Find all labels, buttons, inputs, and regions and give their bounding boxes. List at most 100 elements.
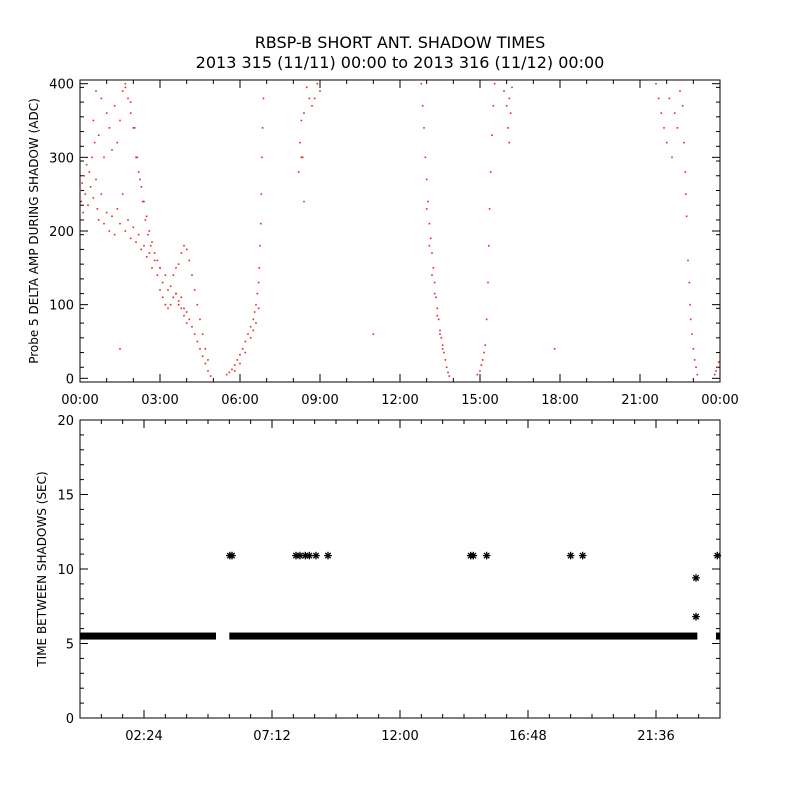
amplitude-point [92,197,95,199]
amplitude-point [191,274,193,276]
amplitude-point [681,104,684,107]
amplitude-point [433,281,436,284]
amplitude-point [507,127,509,129]
amplitude-point [485,318,488,321]
amplitude-point [185,311,188,313]
amplitude-point [505,104,508,107]
amplitude-point [480,364,483,366]
amplitude-point [719,355,721,358]
amplitude-point [145,215,148,218]
amplitude-point [204,362,207,365]
amplitude-point [257,307,260,310]
amplitude-point [167,289,169,291]
amplitude-point [297,171,300,173]
amplitude-point [175,292,177,295]
amplitude-point [489,171,492,173]
amplitude-point [151,241,153,243]
amplitude-point [129,101,132,103]
amplitude-point [424,156,427,159]
amplitude-point [665,141,668,144]
amplitude-point [431,252,433,254]
amplitude-point [180,252,183,254]
amplitude-point [487,281,489,284]
top-y-tick-label: 200 [49,225,74,240]
amplitude-point [372,333,375,335]
amplitude-point [300,119,303,122]
amplitude-point [657,97,660,100]
amplitude-point [717,361,720,363]
amplitude-point [167,307,169,310]
asterisk-stroke [312,552,320,559]
amplitude-point [108,127,111,129]
amplitude-point [244,351,247,354]
shadow-interval-point [324,551,332,560]
amplitude-point [137,233,140,236]
amplitude-point [143,200,145,203]
amplitude-point [488,208,491,210]
amplitude-point [300,156,303,159]
shadow-interval-point [566,551,575,560]
amplitude-point [153,252,156,254]
amplitude-point [143,244,145,247]
amplitude-point [88,171,91,173]
amplitude-point [249,337,252,339]
amplitude-point [228,371,231,374]
amplitude-point [673,112,676,114]
amplitude-point [663,127,665,129]
amplitude-point [209,375,212,377]
amplitude-point [241,348,244,350]
amplitude-point [159,267,161,269]
amplitude-point [244,340,247,343]
top-x-tick-label: 18:00 [541,393,578,408]
amplitude-point [97,219,100,221]
amplitude-point [476,373,479,376]
top-x-tick-label: 21:00 [621,393,658,408]
amplitude-point [428,222,431,225]
amplitude-point [139,178,141,181]
chart-title-line1: RBSP-B SHORT ANT. SHADOW TIMES [255,33,546,52]
amplitude-point [236,359,239,361]
amplitude-point [247,333,249,335]
amplitude-point [508,141,511,144]
amplitude-point [172,274,175,276]
bottom-y-tick-label: 5 [66,638,74,653]
amplitude-point [445,366,448,369]
top-x-tick-label: 15:00 [461,393,498,408]
amplitude-point [81,182,83,184]
amplitude-point [119,222,121,225]
top-y-tick-label: 100 [49,299,74,314]
shadow-interval-point [312,551,320,560]
amplitude-point [119,119,121,122]
amplitude-point [492,104,495,107]
asterisk-stroke [228,552,236,559]
amplitude-point [695,366,697,369]
amplitude-point [249,325,252,328]
amplitude-point [679,90,681,92]
amplitude-point [124,86,127,89]
top-x-tick-label: 00:00 [61,393,98,408]
shadow-interval-baseline [80,632,216,640]
amplitude-point [427,200,429,203]
asterisk-stroke [296,552,304,559]
amplitude-point [239,353,241,356]
amplitude-point [185,322,188,324]
bottom-x-tick-label: 21:36 [637,729,674,744]
asterisk-stroke [470,552,477,559]
amplitude-point [196,340,199,343]
amplitude-point [156,259,159,262]
amplitude-point [425,208,428,210]
amplitude-point [105,211,108,214]
amplitude-point [303,200,305,203]
amplitude-point [260,193,263,195]
amplitude-point [689,303,691,306]
amplitude-point [493,82,496,85]
amplitude-point [435,296,437,299]
amplitude-point [177,263,180,265]
amplitude-point [239,362,241,365]
amplitude-point [511,86,513,89]
amplitude-point [428,244,431,247]
amplitude-point [691,333,693,335]
amplitude-point [169,303,172,306]
amplitude-point [433,292,436,295]
